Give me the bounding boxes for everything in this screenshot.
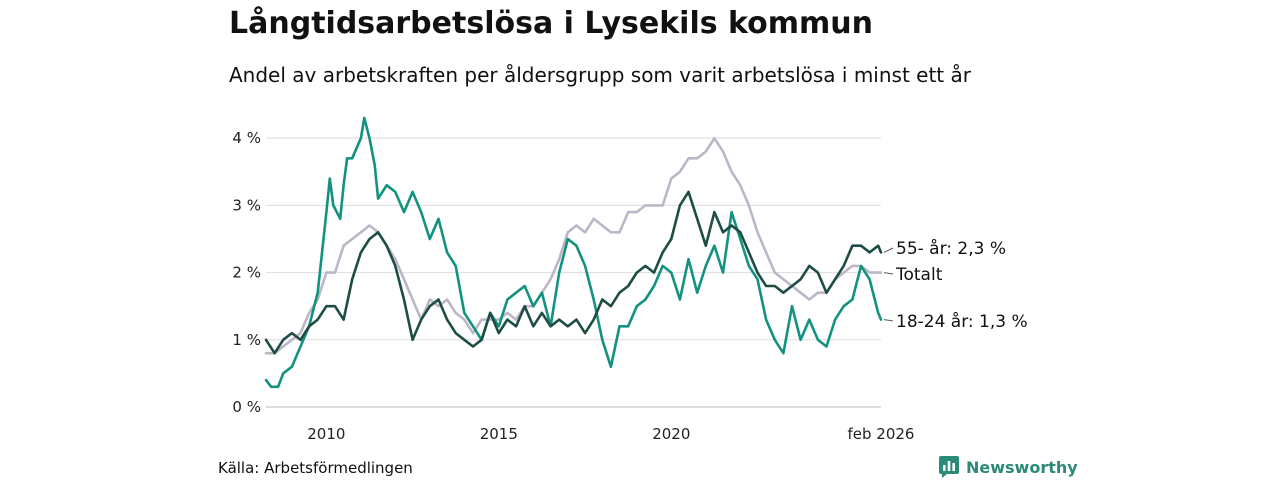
y-tick-label-4: 4 %	[232, 129, 261, 147]
y-tick-label-0: 0 %	[232, 398, 261, 416]
y-axis: 0 % 1 % 2 % 3 % 4 %	[232, 129, 261, 416]
series-group	[264, 116, 883, 389]
y-tick-label-1: 1 %	[232, 331, 261, 349]
brand-name: Newsworthy	[966, 457, 1078, 477]
y-tick-label-3: 3 %	[232, 196, 261, 214]
x-tick-label-3: feb 2026	[848, 425, 915, 443]
chart-subtitle: Andel av arbetskraften per åldersgrupp s…	[229, 63, 971, 87]
end-label-1: 18-24 år: 1,3 %	[896, 311, 1028, 332]
series-line-2	[264, 190, 883, 355]
end-label-leader-2	[883, 247, 894, 253]
series-line-0	[264, 136, 883, 355]
grid-lines	[266, 137, 881, 408]
chart-title: Långtidsarbetslösa i Lysekils kommun	[229, 6, 874, 41]
end-label-leader-0	[883, 272, 894, 275]
x-tick-label-2: 2020	[652, 425, 690, 443]
source-note: Källa: Arbetsförmedlingen	[218, 459, 413, 477]
y-tick-label-2: 2 %	[232, 264, 261, 282]
brand-logo[interactable]: Newsworthy	[939, 456, 1078, 478]
series-line-1	[264, 116, 883, 389]
end-label-0: Totalt	[895, 265, 943, 285]
newsworthy-icon	[939, 456, 959, 478]
end-label-leader-1	[883, 319, 894, 322]
end-labels: Totalt 18-24 år: 1,3 % 55- år: 2,3 %	[883, 238, 1028, 332]
end-label-2: 55- år: 2,3 %	[896, 238, 1006, 259]
line-chart: 0 % 1 % 2 % 3 % 4 % 2010 2015 2020 feb 2026 Tot…	[232, 116, 1028, 443]
x-tick-label-0: 2010	[307, 425, 345, 443]
x-tick-label-1: 2015	[480, 425, 518, 443]
x-axis: 2010 2015 2020 feb 2026	[307, 425, 914, 443]
